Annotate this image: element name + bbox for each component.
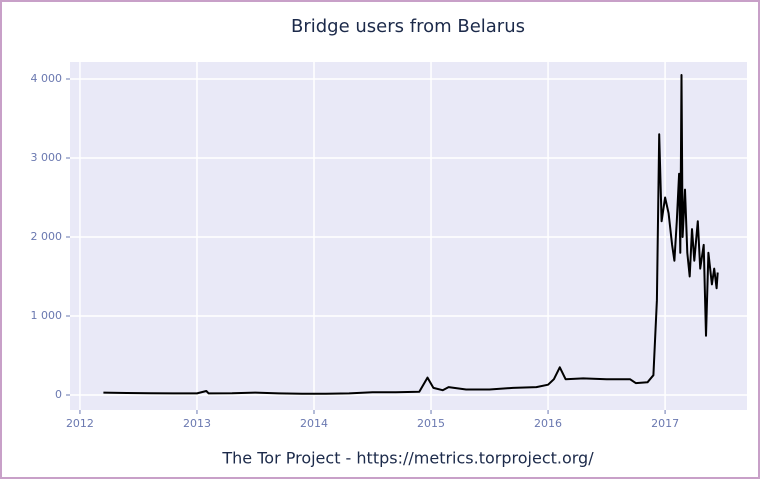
- caption: The Tor Project - https://metrics.torpro…: [221, 449, 594, 468]
- chart-title: Bridge users from Belarus: [291, 16, 525, 37]
- x-tick-label: 2017: [651, 417, 679, 430]
- line-series: [103, 74, 719, 395]
- y-tick-label: 2 000: [31, 230, 63, 243]
- x-tick-label: 2012: [66, 417, 94, 430]
- y-tick-label: 3 000: [31, 151, 63, 164]
- x-tick-label: 2015: [417, 417, 445, 430]
- x-tick-label: 2013: [183, 417, 211, 430]
- x-tick-label: 2016: [534, 417, 562, 430]
- y-tick-label: 0: [55, 388, 62, 401]
- x-tick-label: 2014: [300, 417, 328, 430]
- plot-area: [70, 62, 747, 410]
- y-tick-label: 4 000: [31, 72, 63, 85]
- y-tick-label: 1 000: [31, 309, 63, 322]
